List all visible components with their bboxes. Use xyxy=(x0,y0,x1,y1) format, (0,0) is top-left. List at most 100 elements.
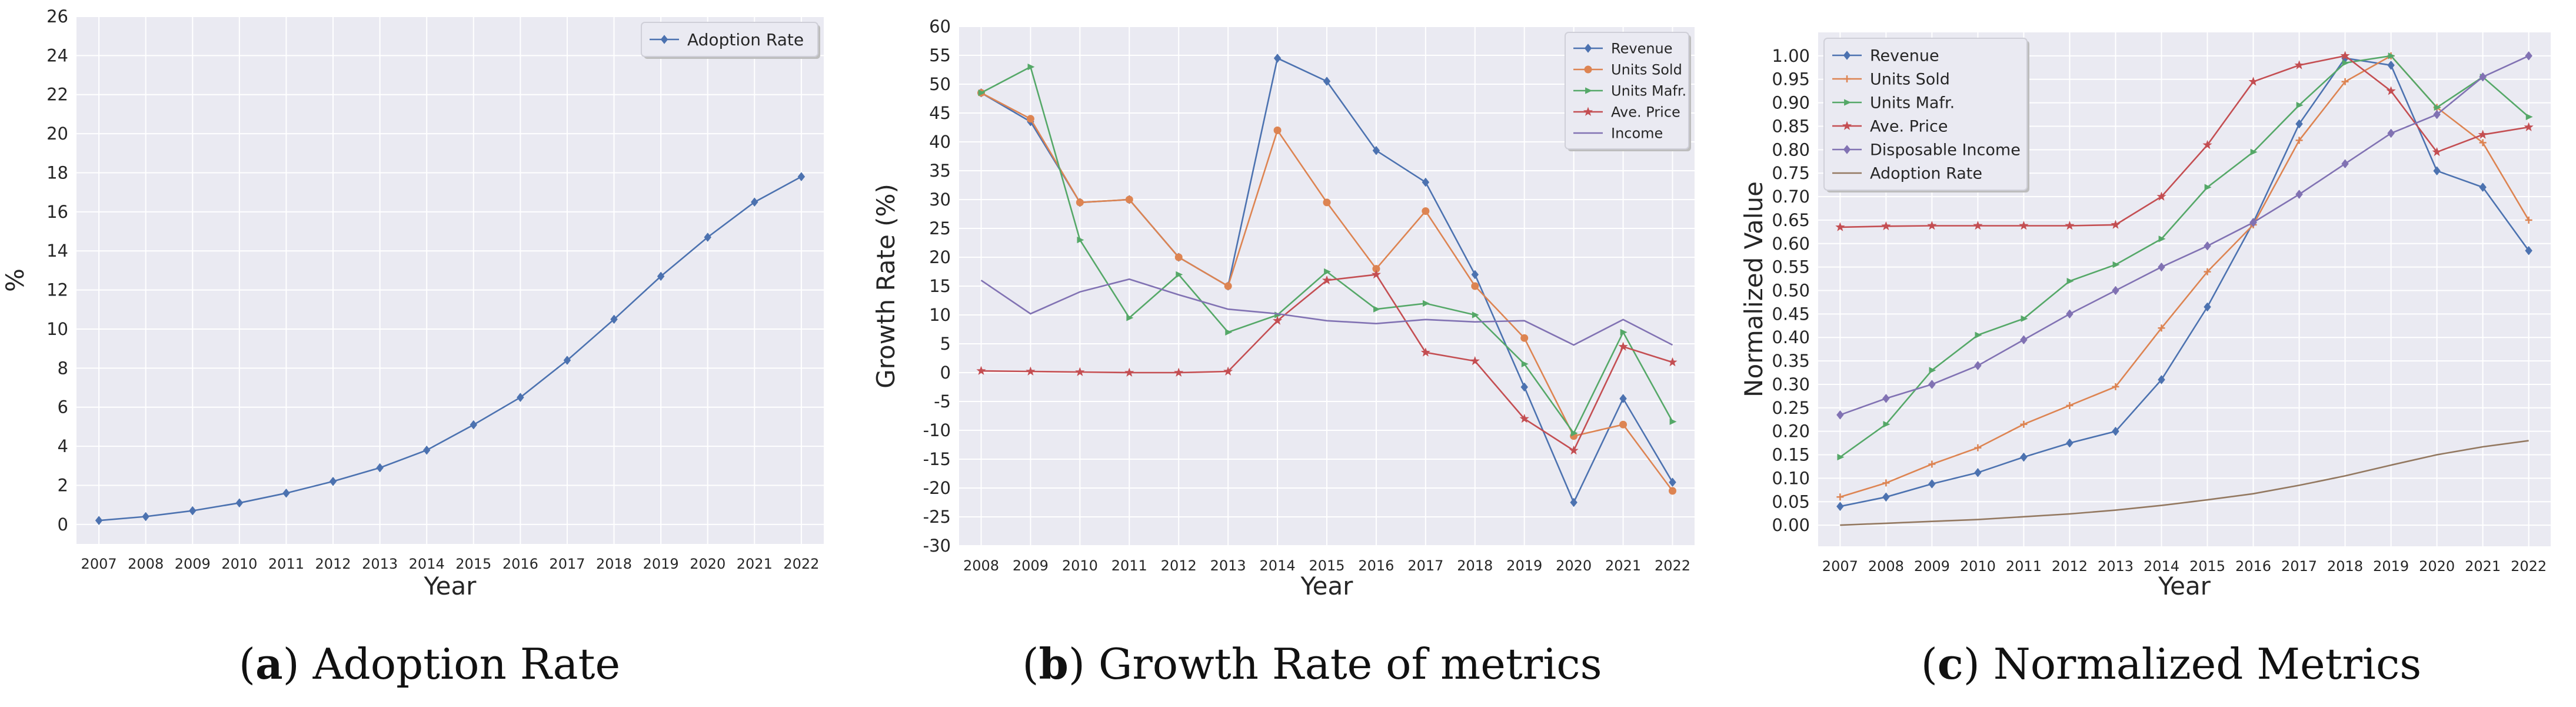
chart-c-ytick-label: 0.10 xyxy=(1772,468,1810,488)
chart-b-legend-label: Revenue xyxy=(1611,41,1673,57)
chart-a-xtick-label: 2015 xyxy=(455,556,491,572)
chart-b-series-income-line xyxy=(980,278,1673,346)
chart-b-xtick-label: 2015 xyxy=(1309,557,1344,574)
chart-c-xtick-label: 2007 xyxy=(1822,558,1858,575)
chart-c-xtick-label: 2020 xyxy=(2419,558,2455,575)
chart-c-series-ave-price-point xyxy=(1835,222,1845,231)
chart-c-ytick-label: 0.40 xyxy=(1772,327,1810,347)
chart-a-ytick-label: 2 xyxy=(58,475,68,495)
chart-a-xtick-label: 2012 xyxy=(315,556,351,572)
chart-c-series-units-mafr-point xyxy=(1929,367,1936,374)
chart-b-legend: Revenue Units Sold Units Mafr. Ave. Price In… xyxy=(1565,32,1691,151)
chart-b-legend-label: Income xyxy=(1611,125,1663,142)
chart-c-series-revenue-point xyxy=(2295,119,2303,129)
chart-a-ytick-label: 18 xyxy=(46,162,68,182)
chart-c-series-ave-price-point xyxy=(2065,221,2075,230)
chart-c-series-units-mafr-point xyxy=(1975,331,1982,338)
chart-a-xtick-label: 2017 xyxy=(549,556,585,572)
chart-c-series-ave-price-point xyxy=(2294,60,2304,69)
chart-c-series-disposable-income-point xyxy=(1836,410,1844,420)
chart-c-series-units-mafr-point xyxy=(1837,453,1845,461)
chart-c-legend-marker xyxy=(1842,121,1852,130)
chart-b-xtick-label: 2009 xyxy=(1013,557,1049,574)
chart-a-ylabel: % xyxy=(1,268,29,292)
chart-b-series-ave-price-point xyxy=(1273,316,1283,325)
chart-b-series-ave-price-point xyxy=(1026,366,1036,376)
chart-c-legend-marker xyxy=(1843,51,1851,60)
chart-c-legend-label: Units Mafr. xyxy=(1870,94,1955,112)
chart-b-legend-marker xyxy=(1585,87,1592,94)
chart-c-series-revenue-point xyxy=(2112,426,2119,436)
chart-c-series-ave-price-point xyxy=(1881,221,1891,231)
chart-c-xtick-label: 2016 xyxy=(2235,558,2271,575)
chart-a-series-adoption-rate-point xyxy=(657,271,665,281)
chart-c-legend-label: Disposable Income xyxy=(1870,141,2021,160)
chart-c-series-units-sold-point xyxy=(2479,139,2487,147)
chart-a-ytick-label: 10 xyxy=(46,319,68,339)
chart-b-series-ave-price-point xyxy=(1174,367,1184,377)
chart-a-xtick-label: 2010 xyxy=(221,556,257,572)
chart-b-ytick-label: 0 xyxy=(940,363,951,383)
chart-b-series-units-sold-point xyxy=(1422,207,1430,215)
caption-b: (b) Growth Rate of metrics xyxy=(1022,639,1602,689)
chart-c-series-disposable-income-point xyxy=(2479,72,2487,82)
chart-c-series-disposable-income-point xyxy=(2433,109,2441,120)
chart-a-series-adoption-rate xyxy=(95,172,806,525)
chart-c-series-revenue-point xyxy=(1836,502,1844,512)
chart-c-series-disposable-income-point xyxy=(2020,335,2028,345)
chart-b-series-ave-price-point xyxy=(1420,347,1430,357)
chart-a-ytick-label: 6 xyxy=(58,397,68,417)
chart-c-series-disposable-income-point xyxy=(2066,309,2074,319)
chart-b-ytick-label: 55 xyxy=(929,45,951,65)
chart-c-series-units-mafr-point xyxy=(2204,184,2212,191)
chart-c-series-units-mafr-line xyxy=(1839,55,2530,458)
chart-c-series-revenue-point xyxy=(1928,479,1936,489)
chart-c-legend-marker xyxy=(1843,145,1851,154)
chart-b-series-ave-price-point xyxy=(1124,367,1134,377)
chart-a-series-adoption-rate-point xyxy=(610,314,618,324)
chart-b-series-revenue-point xyxy=(1422,177,1430,187)
chart-c-legend-label: Ave. Price xyxy=(1870,118,1948,136)
chart-b-ytick-label: 45 xyxy=(929,103,951,123)
chart-b-series-units-mafr-point xyxy=(1176,271,1183,278)
chart-c-series-units-mafr-point xyxy=(2342,59,2349,67)
chart-b-ytick-label: -30 xyxy=(923,536,951,556)
chart-a-series-adoption-rate-point xyxy=(517,393,524,402)
chart-b-xtick-label: 2019 xyxy=(1506,557,1542,574)
chart-a-legend-label: Adoption Rate xyxy=(687,30,804,49)
chart-c-xtick-label: 2018 xyxy=(2327,558,2363,575)
chart-b-series-revenue-point xyxy=(1323,77,1331,86)
chart-b-series-ave-price-point xyxy=(1519,413,1529,423)
chart-a-xtick-label: 2011 xyxy=(268,556,304,572)
chart-b-ytick-label: 10 xyxy=(929,305,951,325)
chart-c-xtick-label: 2013 xyxy=(2098,558,2134,575)
chart-b-xtick-label: 2008 xyxy=(963,557,999,574)
chart-b-series-units-sold-point xyxy=(1520,334,1529,342)
chart-c-series-revenue-point xyxy=(2525,245,2532,255)
chart-b-series-units-sold-point xyxy=(1026,115,1034,123)
chart-b-xlabel: Year xyxy=(1300,572,1354,600)
chart-c-ytick-label: 0.45 xyxy=(1772,304,1810,324)
chart-c-series-ave-price-point xyxy=(2340,51,2350,60)
chart-c-series-units-sold-point xyxy=(2204,268,2211,276)
chart-b-ytick-label: -20 xyxy=(923,478,951,498)
chart-a-xtick-label: 2008 xyxy=(128,556,164,572)
chart-a-xtick-label: 2009 xyxy=(175,556,211,572)
chart-a-xtick-label: 2020 xyxy=(690,556,725,572)
chart-b-series-units-sold-point xyxy=(1125,195,1133,204)
chart-a-series-adoption-rate-point xyxy=(422,445,431,455)
chart-b-series-revenue-point xyxy=(1372,145,1380,155)
chart-c-series-ave-price-point xyxy=(2248,77,2258,86)
chart-c-series-units-mafr-point xyxy=(2112,261,2120,268)
chart-c-series-units-sold-point xyxy=(2341,78,2349,85)
chart-a-ytick-label: 0 xyxy=(58,515,68,535)
chart-a-ytick-label: 22 xyxy=(46,85,68,105)
chart-c-series-disposable-income-point xyxy=(1974,361,1982,370)
chart-c-series-revenue-point xyxy=(2387,61,2395,70)
chart-b-series-units-mafr-point xyxy=(1077,237,1084,244)
chart-a-legend-marker xyxy=(660,35,668,44)
chart-b-series-units-sold-point xyxy=(1619,420,1628,429)
chart-c-series-units-mafr-point xyxy=(2388,52,2395,59)
chart-a-series-adoption-rate-point xyxy=(563,356,571,365)
chart-c-series-ave-price-point xyxy=(2524,122,2534,131)
